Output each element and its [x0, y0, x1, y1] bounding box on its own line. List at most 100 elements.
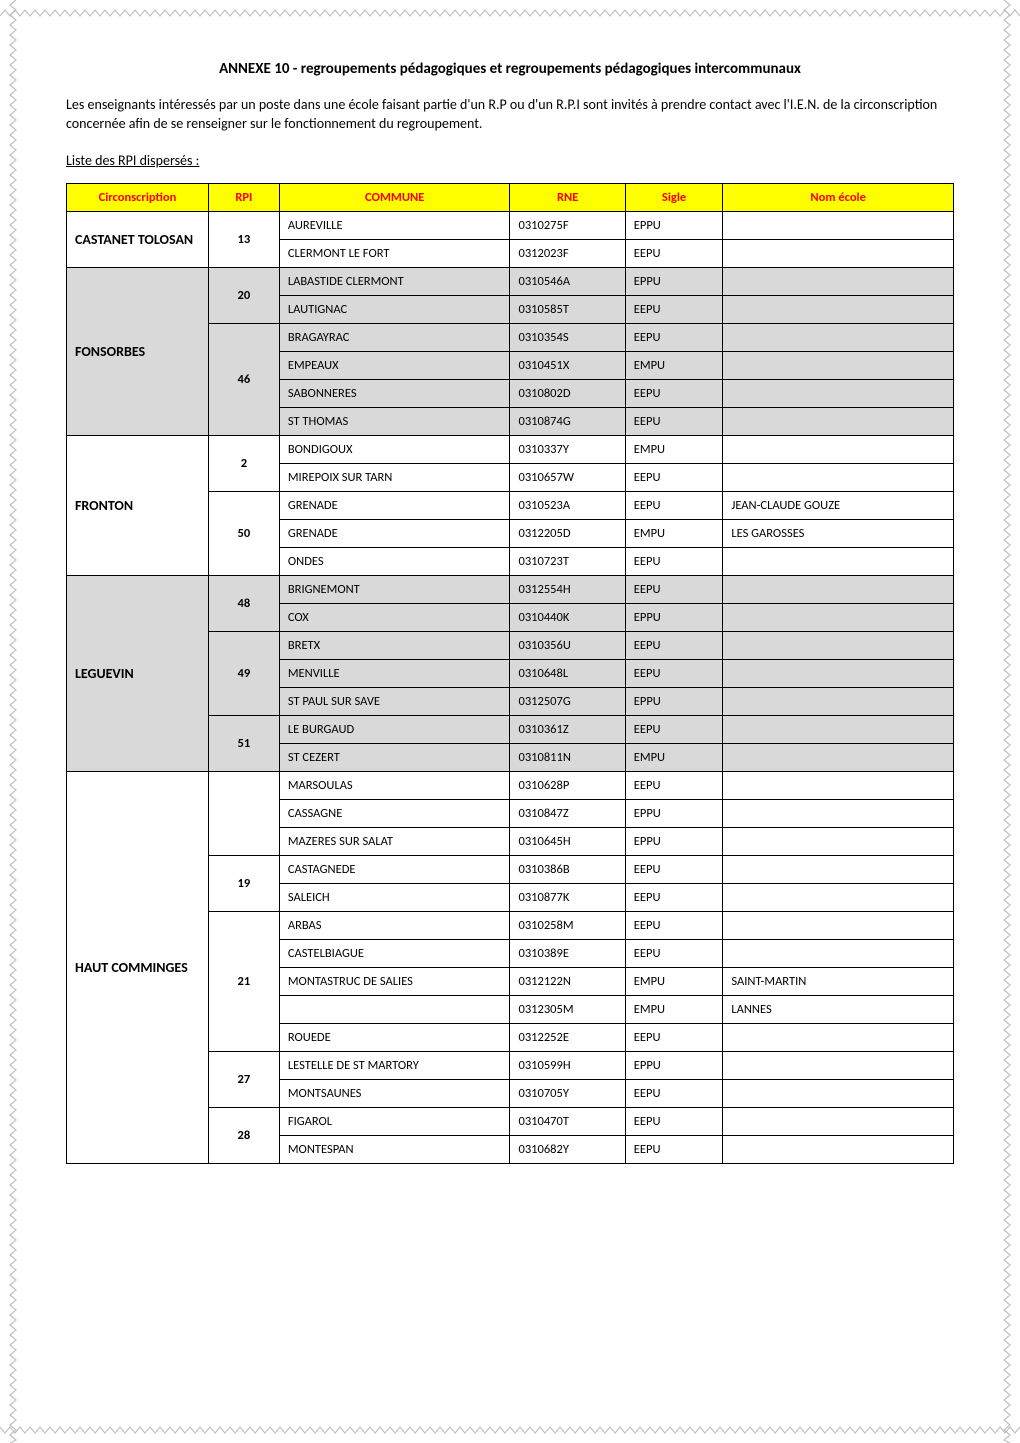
- cell-rpi: 21: [208, 911, 279, 1051]
- cell-rpi: 51: [208, 715, 279, 771]
- cell-nom: [723, 267, 954, 295]
- cell-commune: BONDIGOUX: [279, 435, 510, 463]
- cell-commune: SABONNERES: [279, 379, 510, 407]
- cell-sigle: EEPU: [625, 239, 723, 267]
- cell-rne: 0310258M: [510, 911, 625, 939]
- cell-commune: ROUEDE: [279, 1023, 510, 1051]
- table-row: CASTANET TOLOSAN13AUREVILLE0310275FEPPU: [67, 211, 954, 239]
- cell-sigle: EEPU: [625, 855, 723, 883]
- cell-sigle: EMPU: [625, 519, 723, 547]
- cell-rne: 0310877K: [510, 883, 625, 911]
- cell-sigle: EEPU: [625, 659, 723, 687]
- cell-sigle: EEPU: [625, 575, 723, 603]
- cell-sigle: EPPU: [625, 603, 723, 631]
- cell-rne: 0310648L: [510, 659, 625, 687]
- cell-commune: CASTAGNEDE: [279, 855, 510, 883]
- cell-nom: [723, 827, 954, 855]
- cell-sigle: EMPU: [625, 743, 723, 771]
- cell-nom: [723, 911, 954, 939]
- cell-circonscription: FRONTON: [67, 435, 209, 575]
- cell-rne: 0310361Z: [510, 715, 625, 743]
- cell-nom: [723, 1023, 954, 1051]
- cell-rne: 0310628P: [510, 771, 625, 799]
- cell-sigle: EEPU: [625, 1107, 723, 1135]
- cell-commune: BRETX: [279, 631, 510, 659]
- cell-commune: ARBAS: [279, 911, 510, 939]
- cell-sigle: EEPU: [625, 323, 723, 351]
- cell-commune: MARSOULAS: [279, 771, 510, 799]
- cell-commune: LABASTIDE CLERMONT: [279, 267, 510, 295]
- cell-nom: [723, 799, 954, 827]
- cell-sigle: EMPU: [625, 995, 723, 1023]
- cell-nom: [723, 771, 954, 799]
- rpi-table: Circonscription RPI COMMUNE RNE Sigle No…: [66, 183, 954, 1164]
- border-top: [0, 6, 1020, 20]
- cell-rne: 0310470T: [510, 1107, 625, 1135]
- cell-commune: EMPEAUX: [279, 351, 510, 379]
- cell-commune: AUREVILLE: [279, 211, 510, 239]
- cell-rne: 0310354S: [510, 323, 625, 351]
- cell-nom: [723, 295, 954, 323]
- cell-commune: CASSAGNE: [279, 799, 510, 827]
- cell-nom: [723, 407, 954, 435]
- cell-nom: [723, 351, 954, 379]
- col-rne: RNE: [510, 183, 625, 211]
- cell-nom: [723, 743, 954, 771]
- subheading: Liste des RPI dispersés :: [66, 152, 954, 169]
- cell-rne: 0310874G: [510, 407, 625, 435]
- cell-nom: [723, 939, 954, 967]
- cell-rne: 0310682Y: [510, 1135, 625, 1163]
- cell-nom: [723, 463, 954, 491]
- cell-rne: 0310356U: [510, 631, 625, 659]
- cell-nom: [723, 1051, 954, 1079]
- cell-sigle: EMPU: [625, 351, 723, 379]
- cell-commune: [279, 995, 510, 1023]
- cell-sigle: EEPU: [625, 715, 723, 743]
- cell-nom: LANNES: [723, 995, 954, 1023]
- cell-commune: CLERMONT LE FORT: [279, 239, 510, 267]
- cell-rne: 0310705Y: [510, 1079, 625, 1107]
- cell-sigle: EEPU: [625, 1135, 723, 1163]
- cell-rne: 0310451X: [510, 351, 625, 379]
- cell-commune: GRENADE: [279, 519, 510, 547]
- cell-commune: GRENADE: [279, 491, 510, 519]
- cell-nom: [723, 547, 954, 575]
- cell-sigle: EEPU: [625, 295, 723, 323]
- cell-sigle: EPPU: [625, 267, 723, 295]
- cell-sigle: EEPU: [625, 491, 723, 519]
- cell-nom: [723, 575, 954, 603]
- cell-sigle: EEPU: [625, 631, 723, 659]
- cell-nom: LES GAROSSES: [723, 519, 954, 547]
- cell-commune: LESTELLE DE ST MARTORY: [279, 1051, 510, 1079]
- cell-sigle: EEPU: [625, 771, 723, 799]
- cell-rne: 0310599H: [510, 1051, 625, 1079]
- cell-nom: [723, 883, 954, 911]
- cell-sigle: EEPU: [625, 883, 723, 911]
- cell-commune: BRAGAYRAC: [279, 323, 510, 351]
- col-nom-ecole: Nom école: [723, 183, 954, 211]
- intro-paragraph: Les enseignants intéressés par un poste …: [66, 96, 954, 134]
- cell-commune: MAZERES SUR SALAT: [279, 827, 510, 855]
- cell-circonscription: CASTANET TOLOSAN: [67, 211, 209, 267]
- cell-commune: MONTSAUNES: [279, 1079, 510, 1107]
- cell-rne: 0310546A: [510, 267, 625, 295]
- cell-commune: FIGAROL: [279, 1107, 510, 1135]
- cell-rpi: 27: [208, 1051, 279, 1107]
- cell-rne: 0312205D: [510, 519, 625, 547]
- cell-rpi: 50: [208, 491, 279, 575]
- cell-rne: 0310523A: [510, 491, 625, 519]
- cell-rne: 0312507G: [510, 687, 625, 715]
- cell-nom: [723, 379, 954, 407]
- cell-sigle: EPPU: [625, 211, 723, 239]
- cell-commune: MONTESPAN: [279, 1135, 510, 1163]
- cell-nom: [723, 603, 954, 631]
- cell-rne: 0310386B: [510, 855, 625, 883]
- table-header-row: Circonscription RPI COMMUNE RNE Sigle No…: [67, 183, 954, 211]
- cell-nom: [723, 631, 954, 659]
- cell-circonscription: FONSORBES: [67, 267, 209, 435]
- cell-rne: 0310645H: [510, 827, 625, 855]
- cell-sigle: EEPU: [625, 407, 723, 435]
- cell-sigle: EEPU: [625, 547, 723, 575]
- cell-sigle: EPPU: [625, 1051, 723, 1079]
- cell-rpi: 13: [208, 211, 279, 267]
